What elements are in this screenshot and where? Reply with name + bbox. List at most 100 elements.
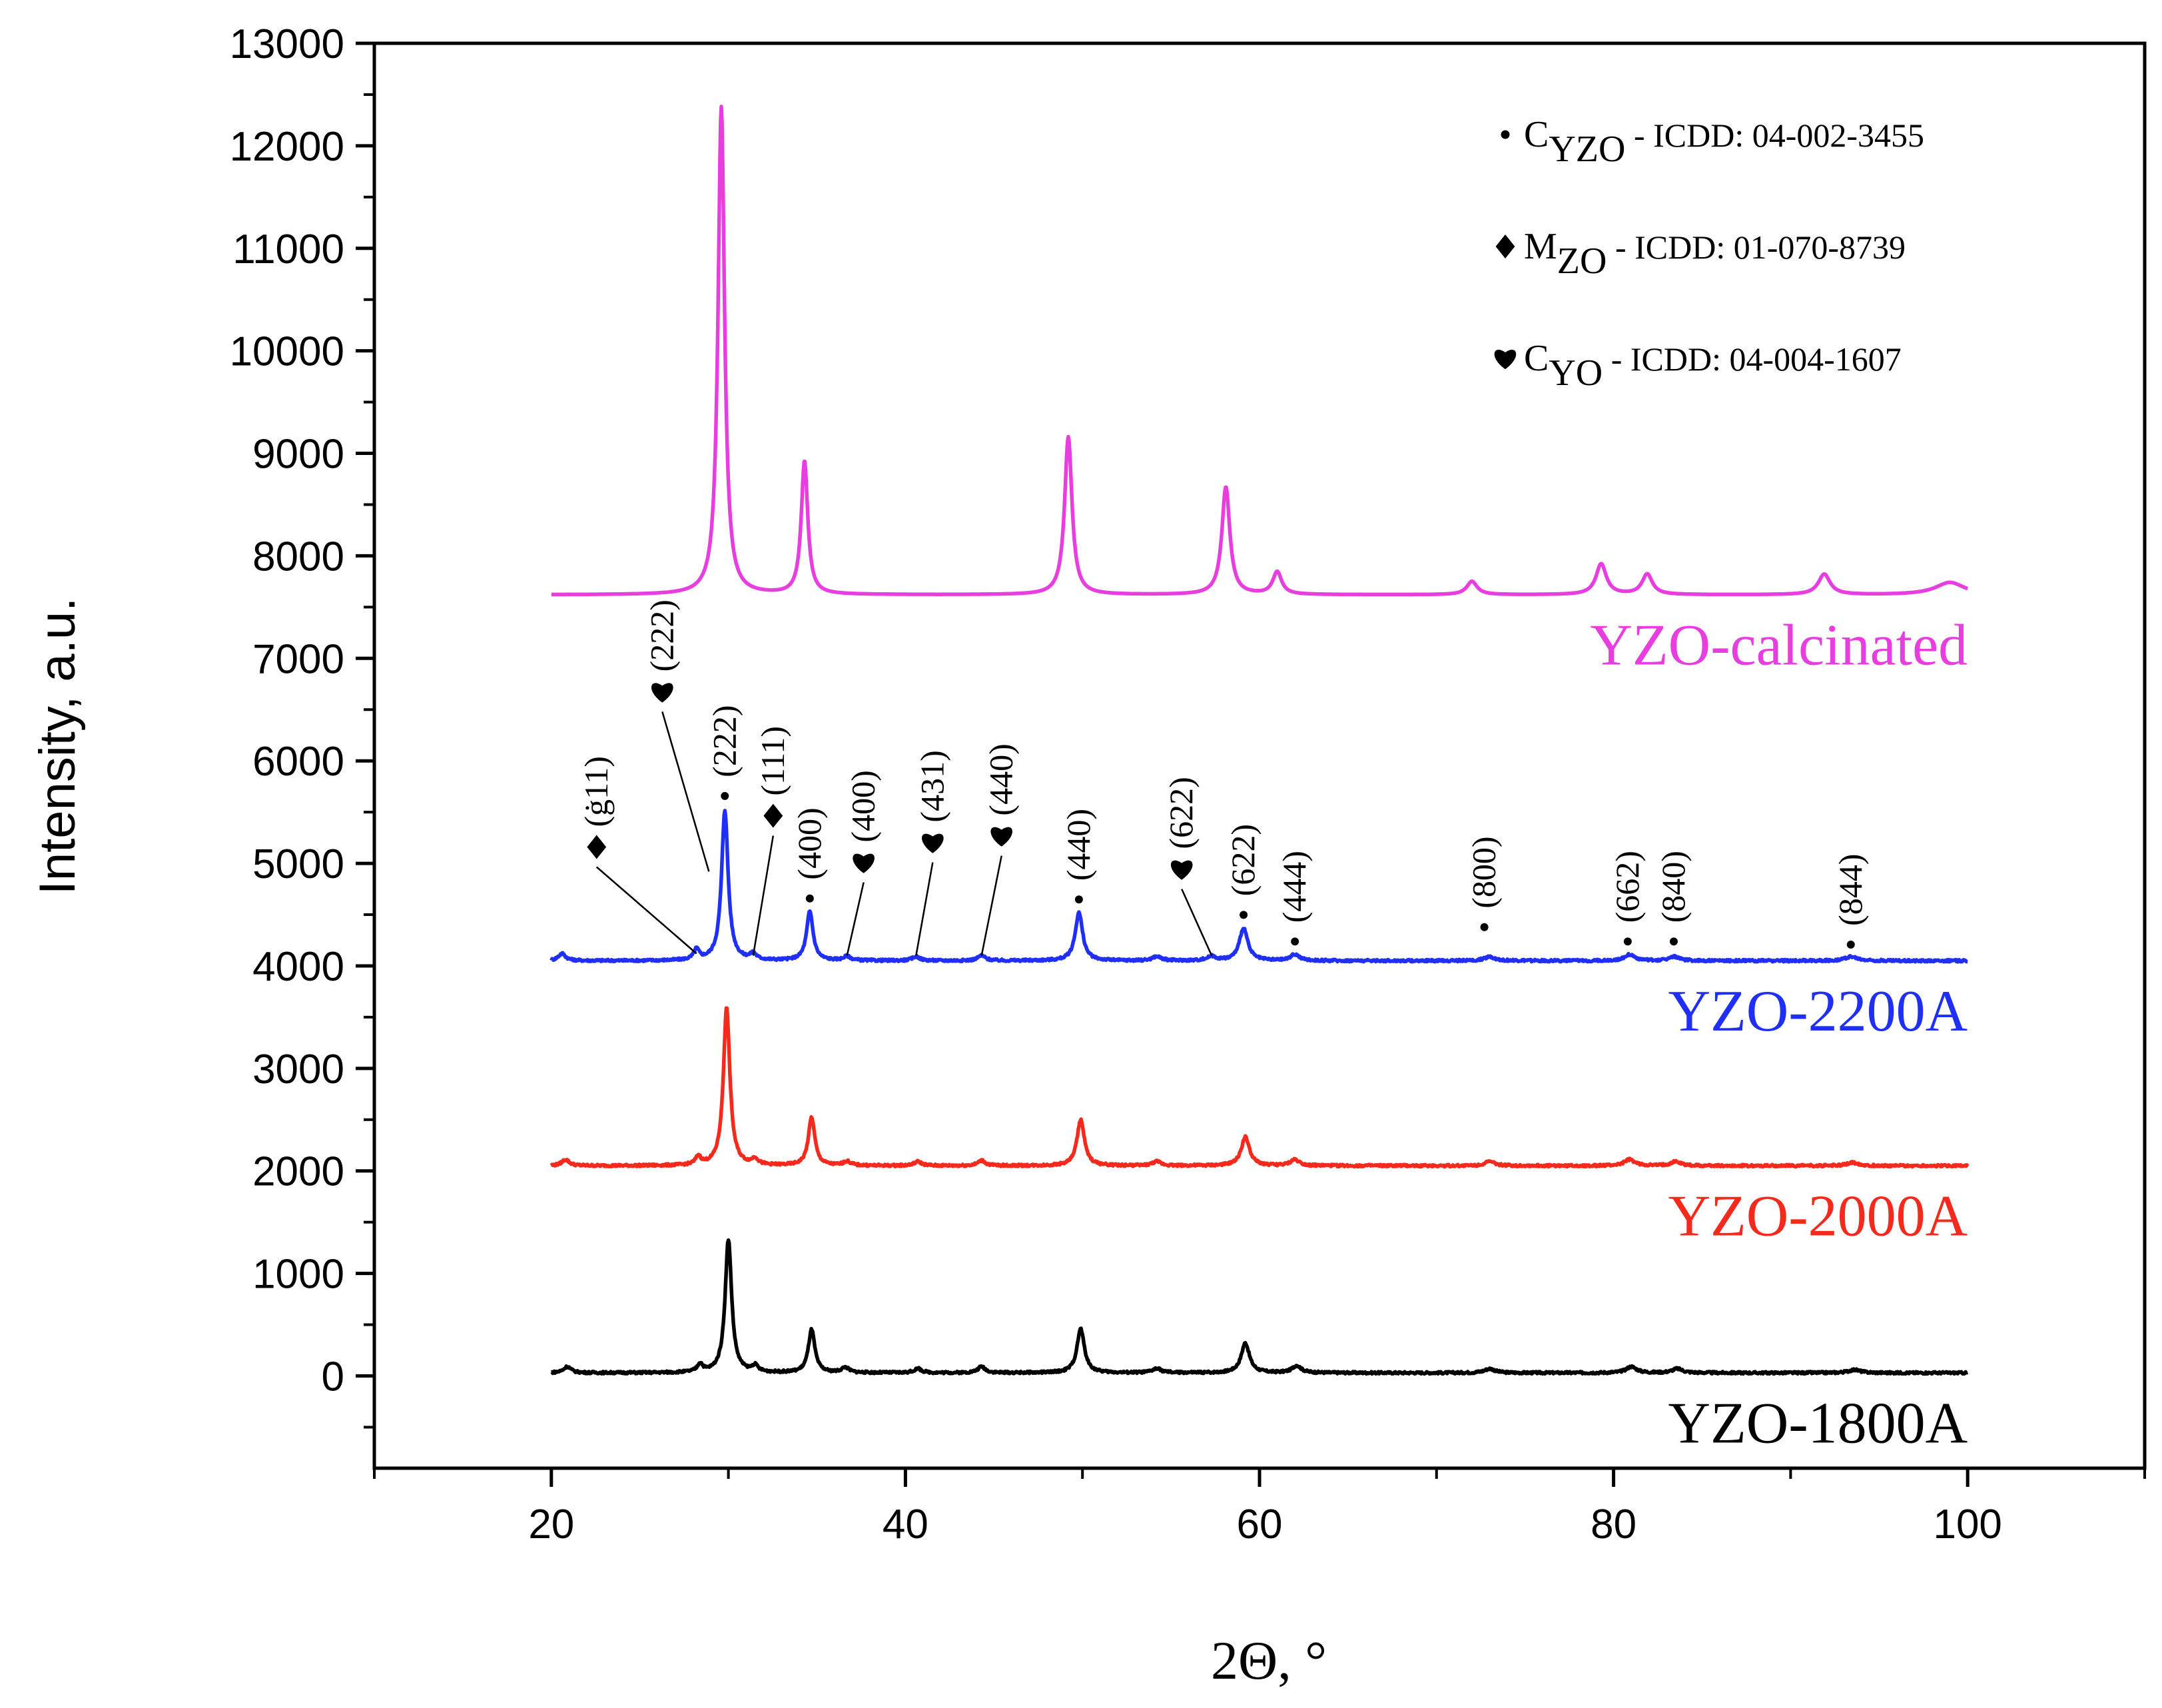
peak-annotation: (444) bbox=[1275, 851, 1313, 946]
series-labels: YZO-calcinated YZO-2200A YZO-2000A YZO-1800… bbox=[1590, 614, 1968, 1456]
hkl-label: (622) bbox=[1162, 777, 1200, 849]
heart-icon bbox=[651, 683, 673, 703]
heart-icon bbox=[1494, 350, 1517, 370]
hkl-label: (800) bbox=[1465, 836, 1503, 908]
heart-icon bbox=[922, 833, 944, 853]
peak-annotation: (800) bbox=[1465, 836, 1503, 931]
peak-annotation: (844) bbox=[1832, 854, 1869, 949]
y-tick-label: 13000 bbox=[230, 21, 344, 67]
peak-annotation: (440) bbox=[1060, 809, 1097, 904]
peak-annotation: (431) bbox=[913, 750, 950, 853]
series-line-yzo-1800a bbox=[550, 1238, 1969, 1376]
hkl-label: (440) bbox=[1060, 809, 1097, 881]
peak-annotation: (222) bbox=[705, 705, 743, 800]
hkl-label: (ġ11) bbox=[577, 756, 615, 827]
annotation-leader bbox=[1181, 889, 1213, 957]
annotation-leader bbox=[752, 835, 775, 956]
x-tick-label: 100 bbox=[1933, 1501, 2001, 1547]
annotation-leader bbox=[595, 866, 697, 955]
series-label-yzo-1800a: YZO-1800A bbox=[1668, 1392, 1968, 1456]
x-tick-label: 80 bbox=[1591, 1501, 1636, 1547]
legend-text: CYO - ICDD: 04-004-1607 bbox=[1524, 338, 1902, 394]
heart-icon bbox=[853, 853, 875, 873]
heart-icon bbox=[990, 827, 1013, 847]
y-tick-label: 4000 bbox=[252, 944, 344, 990]
dot-icon bbox=[1669, 937, 1678, 946]
hkl-label: (222) bbox=[643, 600, 680, 671]
dot-icon bbox=[1846, 940, 1855, 949]
legend-main: C bbox=[1524, 338, 1549, 379]
y-tick-label: 3000 bbox=[252, 1047, 344, 1092]
legend-main: C bbox=[1524, 114, 1549, 155]
x-axis-title: 2Θ, ° bbox=[1211, 1630, 1327, 1691]
y-tick-label: 5000 bbox=[252, 841, 344, 887]
series-label-yzo-2000a: YZO-2000A bbox=[1668, 1184, 1968, 1249]
legend-subscript: YO bbox=[1549, 352, 1603, 394]
legend-rest: - ICDD: 01-070-8739 bbox=[1607, 228, 1906, 266]
dot-icon bbox=[721, 791, 729, 800]
dot-icon bbox=[1074, 895, 1083, 904]
hkl-label: (440) bbox=[982, 743, 1020, 815]
peak-annotation: (111) bbox=[754, 726, 791, 828]
peak-annotation: (222) bbox=[643, 600, 680, 703]
annotation-leader bbox=[846, 882, 865, 956]
legend-subscript: ZO bbox=[1557, 240, 1607, 282]
y-tick-label: 12000 bbox=[230, 124, 344, 170]
hkl-label: (662) bbox=[1609, 851, 1646, 923]
x-tick-label: 60 bbox=[1237, 1501, 1283, 1547]
legend-main: M bbox=[1524, 226, 1557, 267]
dot-icon bbox=[805, 894, 814, 903]
y-tick-label: 10000 bbox=[230, 329, 344, 375]
hkl-label: (222) bbox=[705, 705, 743, 777]
peak-annotation: (662) bbox=[1609, 851, 1646, 946]
y-axis-title: Intensity, a.u. bbox=[29, 598, 86, 895]
peak-annotation: (440) bbox=[982, 743, 1020, 847]
series-line-yzo-2200a bbox=[549, 809, 1969, 964]
hkl-label: (844) bbox=[1832, 854, 1869, 926]
dot-icon bbox=[1623, 937, 1632, 946]
legend-text: MZO - ICDD: 01-070-8739 bbox=[1524, 226, 1906, 282]
series-line-yzo-2000a bbox=[549, 1006, 1970, 1169]
annotation-leader bbox=[980, 855, 1002, 956]
series-line-yzo-calcinated bbox=[550, 105, 1969, 597]
diamond-icon bbox=[587, 835, 607, 859]
dot-icon bbox=[1501, 130, 1510, 139]
peak-annotation: (ġ11) bbox=[577, 756, 615, 859]
axis-tick-labels: 20 40 60 80 10001000200030004000500060007000… bbox=[230, 21, 2002, 1547]
peak-annotations: (ġ11)(222)(222) (111)(400)(400) (431) (440)… bbox=[577, 600, 1869, 957]
y-tick-label: 2000 bbox=[252, 1149, 344, 1195]
hkl-label: (622) bbox=[1224, 824, 1261, 896]
heart-icon bbox=[1170, 860, 1193, 880]
legend-subscript: YZO bbox=[1549, 129, 1625, 170]
peak-annotation: (622) bbox=[1162, 777, 1200, 880]
series-label-yzo-calcinated: YZO-calcinated bbox=[1590, 614, 1968, 678]
annotation-leader bbox=[915, 862, 934, 956]
peak-annotation: (400) bbox=[791, 807, 828, 903]
axis-ticks bbox=[356, 41, 2146, 1487]
hkl-label: (400) bbox=[845, 770, 882, 842]
x-tick-label: 40 bbox=[883, 1501, 928, 1547]
hkl-label: (840) bbox=[1654, 851, 1692, 923]
y-tick-label: 11000 bbox=[232, 226, 344, 272]
hkl-label: (444) bbox=[1275, 851, 1313, 923]
legend-entry: CYZO - ICDD: 04-002-3455 bbox=[1501, 114, 1924, 170]
dot-icon bbox=[1291, 937, 1299, 946]
y-tick-label: 1000 bbox=[252, 1252, 344, 1298]
legend-text: CYZO - ICDD: 04-002-3455 bbox=[1524, 114, 1924, 170]
legend-entry: MZO - ICDD: 01-070-8739 bbox=[1495, 226, 1906, 282]
y-tick-label: 8000 bbox=[252, 534, 344, 580]
y-tick-label: 0 bbox=[322, 1354, 344, 1400]
hkl-label: (431) bbox=[913, 750, 950, 822]
dot-icon bbox=[1480, 923, 1489, 931]
y-tick-label: 6000 bbox=[252, 739, 344, 785]
series-label-yzo-2200a: YZO-2200A bbox=[1668, 979, 1968, 1044]
diamond-icon bbox=[763, 803, 783, 828]
diamond-icon bbox=[1495, 234, 1515, 258]
peak-annotation: (400) bbox=[845, 770, 882, 873]
peak-annotation: (622) bbox=[1224, 824, 1261, 919]
legend-rest: - ICDD: 04-002-3455 bbox=[1625, 117, 1924, 154]
hkl-label: (400) bbox=[791, 807, 828, 879]
peak-annotation: (840) bbox=[1654, 851, 1692, 946]
